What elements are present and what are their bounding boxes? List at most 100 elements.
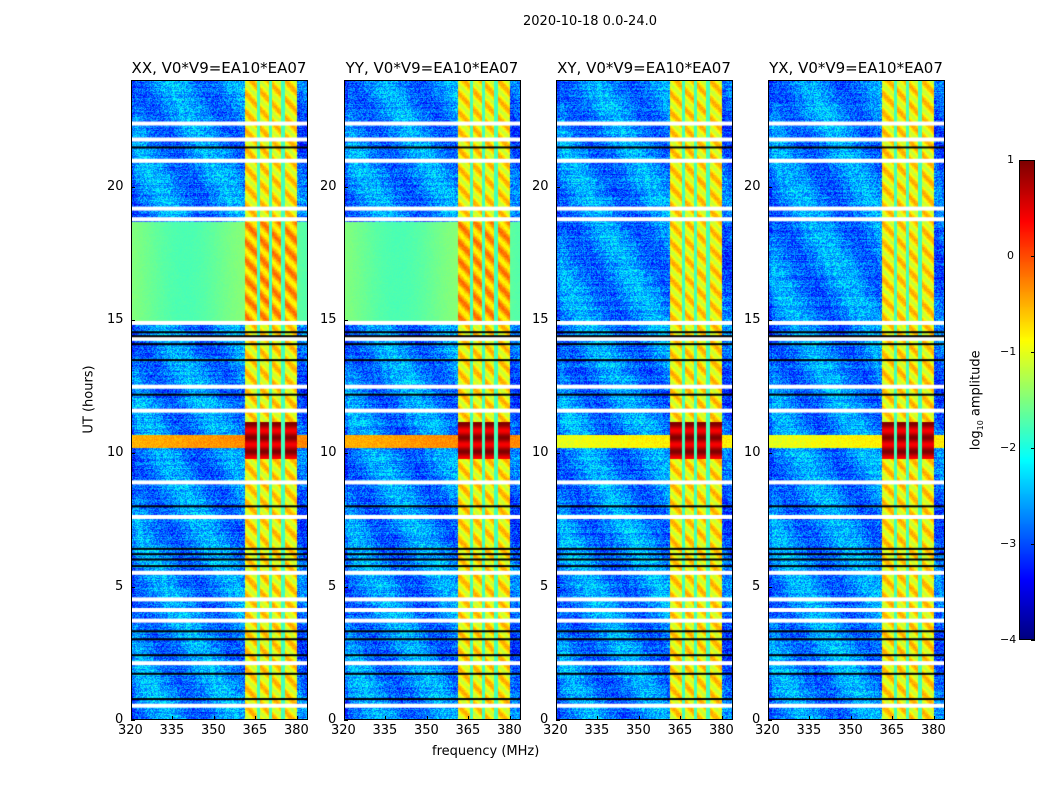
panel-title: YY, V0*V9=EA10*EA07 [345, 59, 519, 77]
y-tick-label: 0 [328, 712, 337, 727]
y-tick-label: 15 [320, 312, 337, 327]
x-tick-label: 320 [543, 723, 568, 738]
x-tick-label: 320 [331, 723, 356, 738]
x-tick-label: 320 [755, 723, 780, 738]
y-tick-mark [344, 720, 348, 721]
colorbar-tick-label: 0 [1007, 249, 1014, 262]
x-tick-label: 365 [667, 723, 693, 738]
x-tick-label: 350 [625, 723, 651, 738]
x-tick-mark [638, 716, 640, 720]
y-tick-label: 15 [744, 312, 761, 327]
y-tick-mark [556, 586, 560, 588]
x-tick-mark [850, 716, 852, 720]
spectrogram-panel [556, 80, 733, 720]
x-tick-mark [172, 716, 174, 720]
y-tick-label: 0 [752, 712, 761, 727]
spectrogram-image [345, 81, 520, 719]
panel-title: XY, V0*V9=EA10*EA07 [557, 59, 731, 77]
x-tick-mark [809, 716, 811, 720]
y-tick-mark [768, 453, 772, 455]
x-tick-mark [597, 716, 599, 720]
y-tick-mark [344, 320, 348, 321]
y-tick-mark [131, 186, 135, 188]
y-tick-label: 20 [320, 178, 337, 194]
x-tick-label: 365 [242, 723, 268, 738]
y-tick-label: 5 [540, 578, 549, 594]
spectrogram-image [132, 81, 307, 719]
y-tick-label: 0 [540, 712, 549, 727]
x-tick-mark [721, 716, 723, 720]
y-tick-label: 10 [107, 445, 124, 461]
x-tick-mark [255, 716, 257, 720]
colorbar-tick-label: −2 [1000, 441, 1017, 454]
y-tick-label: 10 [320, 445, 337, 461]
x-tick-label: 335 [584, 723, 610, 738]
x-tick-mark [768, 716, 769, 720]
x-axis-label: frequency (MHz) [432, 744, 540, 759]
spectrogram-panel [768, 80, 945, 720]
colorbar [1019, 160, 1035, 640]
colorbar-tick-mark [1031, 256, 1035, 257]
y-tick-label: 20 [107, 178, 124, 194]
x-tick-label: 380 [283, 723, 309, 738]
panel-title: XX, V0*V9=EA10*EA07 [131, 59, 307, 77]
y-axis-label: UT (hours) [81, 365, 97, 434]
x-tick-mark [385, 716, 387, 720]
figure-title: 2020-10-18 0.0-24.0 [523, 14, 657, 29]
x-tick-label: 320 [118, 723, 143, 738]
x-tick-mark [933, 716, 935, 720]
y-tick-mark [131, 720, 135, 721]
x-tick-label: 335 [796, 723, 822, 738]
colorbar-tick-label: −3 [1000, 537, 1017, 550]
x-tick-mark [344, 716, 345, 720]
x-tick-label: 335 [372, 723, 398, 738]
y-tick-label: 20 [532, 178, 549, 194]
colorbar-tick-mark [1031, 544, 1035, 545]
y-tick-mark [768, 586, 772, 588]
y-tick-mark [556, 186, 560, 188]
colorbar-tick-mark [1031, 640, 1035, 641]
spectrogram-panel [344, 80, 521, 720]
y-tick-label: 10 [532, 445, 549, 461]
y-tick-mark [344, 453, 348, 455]
y-tick-mark [768, 320, 772, 321]
x-tick-label: 380 [708, 723, 734, 738]
y-tick-mark [131, 586, 135, 588]
y-tick-mark [131, 320, 135, 321]
colorbar-tick-label: −1 [1000, 345, 1017, 358]
x-tick-label: 365 [879, 723, 905, 738]
colorbar-tick-mark [1031, 448, 1035, 449]
x-tick-label: 380 [496, 723, 522, 738]
x-tick-label: 350 [837, 723, 863, 738]
x-tick-mark [468, 716, 470, 720]
spectrogram-image [769, 81, 944, 719]
x-tick-mark [131, 716, 132, 720]
y-tick-label: 5 [115, 578, 124, 594]
panel-title: YX, V0*V9=EA10*EA07 [769, 59, 943, 77]
x-tick-mark [892, 716, 894, 720]
x-tick-mark [509, 716, 511, 720]
y-tick-label: 0 [115, 712, 124, 727]
x-tick-label: 380 [920, 723, 946, 738]
x-tick-mark [296, 716, 298, 720]
y-tick-mark [344, 186, 348, 188]
y-tick-mark [556, 320, 560, 321]
y-tick-mark [556, 453, 560, 455]
x-tick-mark [213, 716, 215, 720]
y-tick-mark [768, 186, 772, 188]
colorbar-tick-label: −4 [1000, 633, 1017, 646]
y-tick-mark [344, 586, 348, 588]
colorbar-tick-mark [1031, 160, 1035, 161]
x-tick-mark [556, 716, 557, 720]
spectrogram-panel [131, 80, 308, 720]
x-tick-label: 335 [159, 723, 185, 738]
y-tick-mark [131, 453, 135, 455]
x-tick-label: 350 [200, 723, 226, 738]
colorbar-tick-mark [1031, 352, 1035, 353]
x-tick-label: 365 [455, 723, 481, 738]
x-tick-mark [680, 716, 682, 720]
colorbar-tick-label: 1 [1007, 153, 1014, 166]
y-tick-label: 5 [752, 578, 761, 594]
y-tick-label: 15 [532, 312, 549, 327]
